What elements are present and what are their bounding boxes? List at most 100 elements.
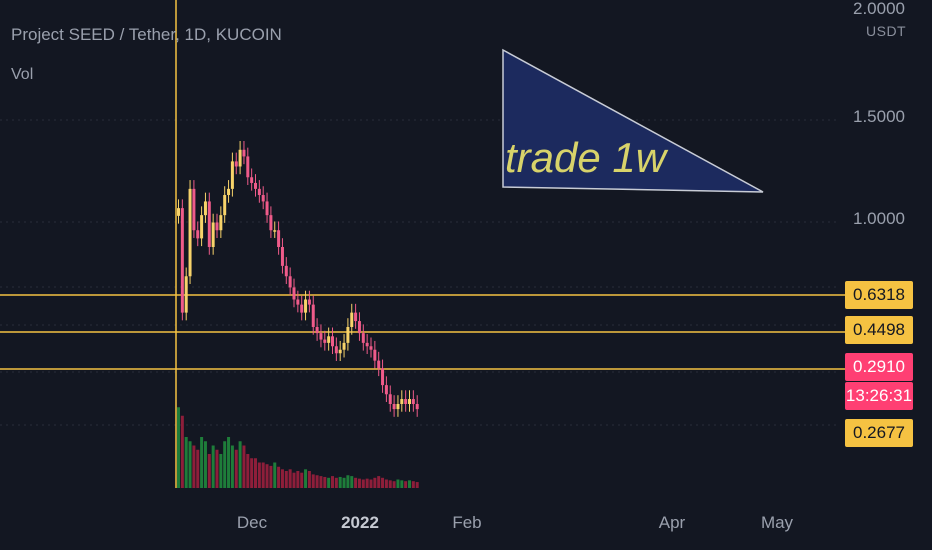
candle-body (350, 312, 354, 327)
time-label-2022: 2022 (341, 513, 379, 532)
triangle-annotation[interactable] (502, 48, 764, 193)
volume-bar (350, 476, 354, 488)
candle-body (188, 188, 192, 277)
volume-bar (338, 476, 342, 488)
candle-body (361, 333, 365, 343)
volume-bar (246, 454, 250, 488)
volume-bar (234, 449, 238, 488)
candle-body (284, 265, 288, 277)
time-label-may: May (761, 513, 794, 532)
volume-bar (334, 477, 338, 488)
volume-bar (250, 458, 254, 488)
volume-indicator-label[interactable]: Vol (11, 66, 34, 83)
symbol-title[interactable]: Project SEED / Tether, 1D, KUCOIN (11, 25, 282, 44)
candles-layer (177, 140, 419, 417)
volume-layer (177, 407, 419, 488)
volume-bar (377, 476, 381, 488)
candle-body (246, 156, 250, 178)
volume-bar (257, 462, 261, 488)
candle-body (354, 312, 358, 322)
candle-body (242, 149, 246, 157)
volume-bar (200, 437, 204, 488)
candle-body (192, 188, 196, 231)
volume-bar (331, 476, 334, 488)
candle-body (261, 195, 265, 202)
candle-body (207, 201, 211, 247)
time-axis: Dec 2022 Feb Apr May (237, 513, 794, 532)
volume-bar (415, 482, 419, 488)
volume-bar (227, 437, 231, 488)
candle-body (327, 336, 331, 343)
volume-bar (242, 445, 246, 488)
candle-body (319, 333, 323, 340)
candle-body (203, 201, 207, 216)
candle-body (415, 403, 419, 410)
candle-body (234, 161, 238, 167)
candle-body (215, 222, 219, 231)
candle-body (273, 230, 277, 232)
time-label-feb: Feb (452, 513, 481, 532)
candle-body (315, 326, 319, 334)
volume-bar (315, 475, 319, 488)
candle-body (408, 399, 411, 404)
volume-bar (327, 477, 331, 488)
volume-bar (230, 445, 234, 488)
annotation-text[interactable]: trade 1w (505, 134, 669, 181)
candle-body (396, 403, 400, 410)
volume-bar (381, 477, 385, 488)
volume-bar (373, 477, 377, 488)
horizontal-lines-layer (0, 294, 845, 370)
volume-bar (319, 476, 323, 488)
volume-bar (361, 479, 365, 488)
candle-body (227, 188, 231, 196)
volume-bar (207, 454, 211, 488)
volume-bar (307, 471, 311, 488)
volume-bar (311, 474, 315, 488)
price-tick-1-5: 1.5000 (853, 107, 905, 126)
candle-body (400, 399, 404, 404)
last-price-tag: 0.2910 (845, 353, 913, 381)
volume-bar (304, 469, 308, 488)
volume-bar (288, 469, 292, 488)
time-label-dec: Dec (237, 513, 268, 532)
candle-body (219, 215, 223, 231)
volume-bar (323, 476, 327, 488)
candle-body (269, 215, 273, 231)
candle-body (177, 208, 180, 216)
volume-bar (388, 480, 392, 488)
candle-body (265, 201, 269, 216)
price-tag-0-2677: 0.2677 (845, 419, 913, 447)
volume-bar (215, 449, 219, 488)
volume-bar (284, 471, 288, 488)
volume-bar (354, 477, 358, 488)
volume-bar (265, 464, 269, 488)
volume-bar (254, 458, 257, 488)
price-tick-top: 2.0000 (853, 0, 905, 18)
volume-bar (365, 478, 369, 488)
volume-bar (342, 477, 346, 488)
volume-bar (223, 441, 227, 488)
candle-body (200, 215, 204, 239)
volume-bar (404, 481, 408, 488)
candle-body (250, 177, 254, 183)
candle-body (292, 287, 296, 300)
candle-body (254, 182, 257, 189)
volume-bar (192, 445, 196, 488)
volume-bar (180, 415, 184, 488)
candle-body (257, 188, 261, 196)
candle-body (381, 368, 385, 386)
volume-bar (384, 479, 388, 488)
candle-body (404, 399, 408, 404)
candle-body (311, 304, 315, 327)
candle-body (277, 230, 281, 247)
countdown-tag: 13:26:31 (845, 382, 913, 410)
candle-body (296, 299, 300, 305)
currency-unit-label: USDT (866, 23, 907, 39)
volume-bar (300, 472, 304, 488)
candle-body (307, 299, 311, 305)
price-axis: 2.0000 1.5000 1.0000 (853, 0, 905, 228)
candle-body (331, 336, 334, 347)
candle-body (180, 208, 184, 313)
